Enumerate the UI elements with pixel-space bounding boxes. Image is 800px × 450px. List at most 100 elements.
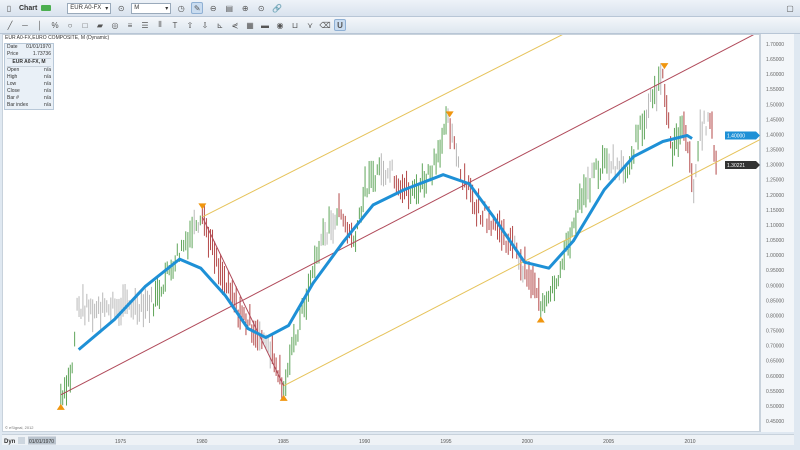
y-tick-label: 1.00000 [766,253,784,259]
info-price: 1.73736 [32,51,51,57]
y-tick-label: 0.45000 [766,419,784,425]
magnet-icon[interactable]: U [334,19,346,31]
text-tool-icon[interactable]: T [172,20,178,30]
x-tick-label: 1995 [440,439,451,445]
price-tag-label: 1.30221 [727,163,745,169]
info-date: 01/01/1970 [25,44,51,50]
template-icon[interactable]: ▤ [225,3,234,13]
pivot-up-marker-icon [536,316,545,323]
y-tick-label: 0.80000 [766,313,784,319]
ellipse-tool-icon[interactable]: ○ [67,20,73,30]
chart-plot-area[interactable]: 1.40000 1.30221 [2,29,777,433]
info-row: Bar # n/a [7,95,51,102]
eraser-icon[interactable]: ⌫ [319,20,331,30]
vertical-line-tool-icon[interactable]: │ [37,20,43,30]
band-tool-icon[interactable]: ▬ [261,20,269,30]
fibonacci-tool-icon[interactable]: % [51,20,59,30]
fib-levels-icon[interactable]: ☰ [141,20,149,30]
y-tick-label: 1.45000 [766,117,784,123]
title-bar: ▯ Chart EUR A0-FX ▾ ⊙ M ▾ ◷ ✎ ⊖ ▤ ⊕ ⊙ 🔗 ▢ [0,0,800,17]
y-tick-label: 1.55000 [766,87,784,93]
info-row-label: Bar # [7,95,19,101]
info-row-value: n/a [44,88,51,94]
gann-tool-icon[interactable]: ⊾ [216,20,224,30]
info-row-label: Open [7,67,20,73]
pivot-down-marker-icon [660,63,669,70]
symbol-select[interactable]: EUR A0-FX ▾ [67,2,112,14]
y-tick-label: 1.20000 [766,193,784,199]
price-axis[interactable]: 1.70000 1.65000 1.60000 1.55000 1.50000 1.450… [760,34,794,432]
horizontal-line-tool-icon[interactable]: ─ [22,20,28,30]
info-row: Bar index n/a [7,102,51,109]
y-tick-label: 1.05000 [766,238,784,244]
y-tick-label: 0.90000 [766,283,784,289]
pitchfork-tool-icon[interactable]: ⋎ [307,20,313,30]
y-tick-label: 0.95000 [766,268,784,274]
info-row-label: Bar index [7,102,29,108]
chart-legend: EUR A0-FX,EURO COMPOSITE, M (Dynamic) [5,35,110,41]
pitchfork-lower-line [283,130,777,387]
info-row-value: n/a [44,102,51,108]
x-tick-label: 2010 [684,439,695,445]
eye-tool-icon[interactable]: ◉ [276,20,284,30]
fan-tool-icon[interactable]: ⋞ [231,20,239,30]
channel-tool-icon[interactable]: ▰ [96,20,104,30]
chevron-down-icon: ▾ [105,5,109,12]
pitchfork-median-line [60,30,761,396]
y-tick-label: 1.25000 [766,178,784,184]
y-tick-label: 1.35000 [766,148,784,154]
y-tick-label: 0.75000 [766,329,784,335]
scroll-lock-icon [18,437,25,444]
zoom-in-icon[interactable]: ⊕ [241,3,249,13]
interval-select[interactable]: M ▾ [131,2,172,14]
rectangle-tool-icon[interactable]: □ [82,20,88,30]
info-row-value: n/a [44,95,51,101]
info-row-value: n/a [44,67,51,73]
current-date: 01/01/1970 [29,439,54,445]
zoom-out-icon[interactable]: ⊖ [209,3,217,13]
y-tick-label: 0.70000 [766,344,784,350]
trendline-tool-icon[interactable]: ╱ [7,20,13,30]
time-axis-svg: Dyn 01/01/1970 1975 1980 1985 1990 1995 2000 200… [4,436,696,445]
info-row-value: n/a [44,74,51,80]
x-tick-label: 2000 [522,439,533,445]
refresh-icon[interactable]: ⊙ [257,3,265,13]
info-section-title: EUR A0-FX, M [7,58,51,67]
pitchfork-upper-line [202,29,572,218]
pivot-down-marker-icon [198,203,207,210]
cycle-tool-icon[interactable]: ◎ [111,20,119,30]
price-chart[interactable]: 1.40000 1.30221 [3,29,777,433]
y-tick-label: 1.40000 [766,132,784,138]
symbol-value: EUR A0-FX [70,5,102,11]
info-date-label: Date [7,44,18,50]
info-row-value: n/a [44,81,51,87]
moving-average-line [77,133,693,351]
y-tick-label: 1.10000 [766,223,784,229]
y-tick-label: 1.60000 [766,72,784,78]
x-tick-label: 1980 [196,439,207,445]
arrow-down-tool-icon[interactable]: ⇩ [201,20,209,30]
arrow-up-tool-icon[interactable]: ⇧ [186,20,194,30]
y-tick-label: 1.70000 [766,42,784,48]
chevron-down-icon: ▾ [165,5,169,12]
window-menu-icon[interactable]: ▢ [786,3,794,13]
info-row: Low n/a [7,81,51,88]
parallel-lines-icon[interactable]: ≡ [127,20,133,30]
price-tag-label: 1.40000 [727,133,745,139]
y-tick-label: 0.85000 [766,298,784,304]
copyright: © eSignal, 2012 [5,425,34,430]
clock-icon[interactable]: ◷ [177,3,185,13]
search-icon[interactable]: ⊙ [117,3,125,13]
dynamic-mode-label: Dyn [4,439,16,445]
grid-tool-icon[interactable]: ▦ [246,20,254,30]
x-tick-label: 2005 [603,439,614,445]
link-icon[interactable]: 🔗 [272,3,283,13]
draw-pencil-icon[interactable]: ✎ [191,2,204,14]
y-tick-label: 1.15000 [766,208,784,214]
pitchfork-connector-line [201,216,285,387]
time-axis[interactable]: Dyn 01/01/1970 1975 1980 1985 1990 1995 2000 200… [2,434,794,445]
x-tick-label: 1975 [115,439,126,445]
time-lines-icon[interactable]: ⦀ [158,20,162,29]
price-tag [725,131,760,140]
period-tool-icon[interactable]: ⊔ [291,20,299,30]
